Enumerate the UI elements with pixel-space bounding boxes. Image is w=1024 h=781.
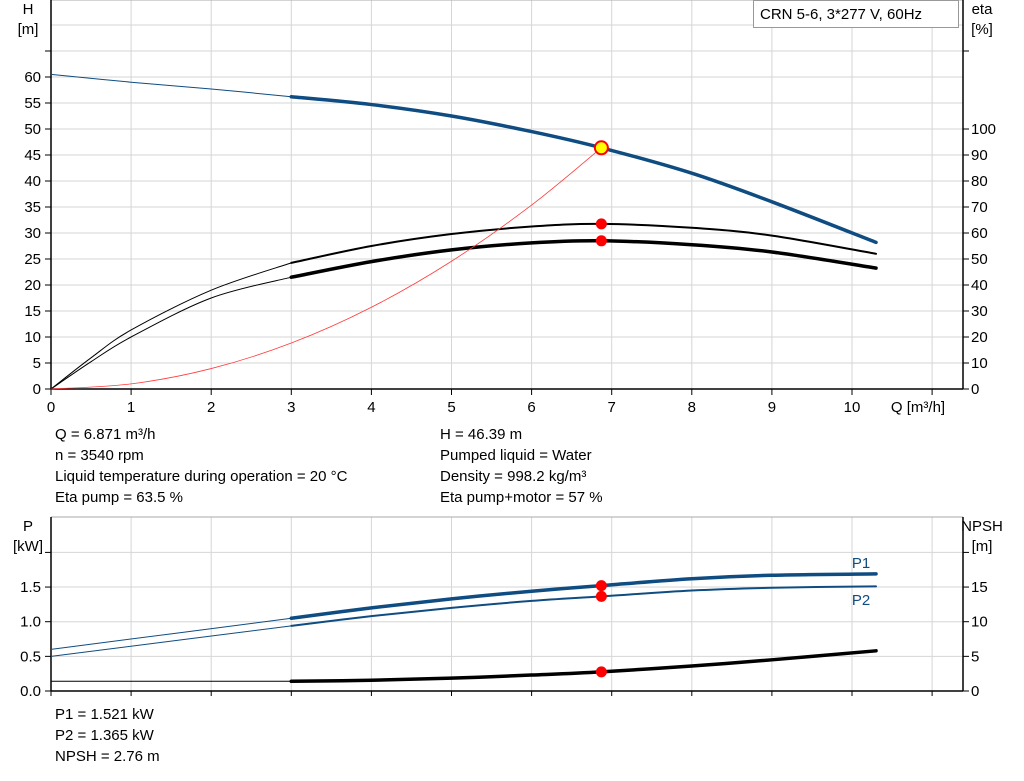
info-top-right: H = 46.39 m Pumped liquid = Water Densit… (440, 424, 603, 508)
duty-point (595, 590, 607, 602)
chart0-ytick-label: 55 (24, 95, 41, 112)
info-n: n = 3540 rpm (55, 447, 144, 464)
chart0-y2tick-label: 60 (971, 225, 988, 242)
series-NPSH-line (289, 649, 878, 684)
series-P1-extrapolated (50, 617, 292, 650)
chart0-y2label-unit: [%] (971, 21, 993, 38)
chart0-ytick-label: 35 (24, 199, 41, 216)
series-P2-line (290, 585, 878, 627)
chart0-xtick-label: 0 (47, 399, 55, 416)
chart0-ylabel-unit: [m] (18, 21, 39, 38)
chart1-y2tick-label: 5 (971, 648, 979, 665)
chart1-ytick-label: 1.5 (20, 579, 41, 596)
chart0-xtick-label: 7 (608, 399, 616, 416)
chart0-xtick-label: 9 (768, 399, 776, 416)
series-label-p1: P1 (852, 555, 870, 572)
duty-point (595, 218, 607, 230)
duty-point (595, 666, 607, 678)
info-q: Q = 6.871 m³/h (55, 426, 156, 443)
chart0-ytick-label: 50 (24, 121, 41, 138)
series-H-extrapolated (50, 73, 292, 98)
info-p2: P2 = 1.365 kW (55, 727, 154, 744)
chart0-xtick-label: 4 (367, 399, 375, 416)
series-P2-extrapolated (50, 625, 292, 657)
series-label-p2: P2 (852, 592, 870, 609)
series-system-line (50, 147, 602, 390)
chart0-ytick-label: 15 (24, 303, 41, 320)
chart1-y2label-unit: [m] (972, 538, 993, 555)
series-eta_pump_motor-extrapolated (50, 276, 292, 390)
info-liquid: Pumped liquid = Water (440, 447, 592, 464)
chart0-ytick-label: 60 (24, 69, 41, 86)
chart0-y2tick-label: 40 (971, 277, 988, 294)
chart0-xtick-label: 6 (527, 399, 535, 416)
info-eta-pump-motor: Eta pump+motor = 57 % (440, 489, 603, 506)
info-bottom: P1 = 1.521 kW P2 = 1.365 kW NPSH = 2.76 … (55, 704, 160, 767)
chart1-ylabel-unit: [kW] (13, 538, 43, 555)
chart0-ytick-label: 20 (24, 277, 41, 294)
chart1-ytick-label: 1.0 (20, 614, 41, 631)
chart0-xtick-label: 2 (207, 399, 215, 416)
series-eta_pump-extrapolated (50, 262, 292, 390)
info-p1: P1 = 1.521 kW (55, 706, 154, 723)
chart0-xtick-label: 1 (127, 399, 135, 416)
info-h: H = 46.39 m (440, 426, 523, 443)
chart0-y2tick-label: 100 (971, 121, 996, 138)
chart0-ytick-label: 40 (24, 173, 41, 190)
chart0-xtick-label: 10 (844, 399, 861, 416)
chart1-y2label: NPSH (961, 518, 1003, 535)
chart1-y2tick-label: 15 (971, 579, 988, 596)
duty-point (595, 235, 607, 247)
chart0-ylabel: H (23, 1, 34, 18)
chart0-y2tick-label: 80 (971, 173, 988, 190)
chart0-ytick-label: 5 (33, 355, 41, 372)
duty-point (595, 580, 607, 592)
info-density: Density = 998.2 kg/m³ (440, 468, 587, 485)
chart0-xtick-label: 3 (287, 399, 295, 416)
chart-legend: CRN 5-6, 3*277 V, 60Hz (753, 0, 959, 28)
chart0-ytick-label: 25 (24, 251, 41, 268)
chart1-ylabel: P (23, 518, 33, 535)
chart0-ytick-label: 30 (24, 225, 41, 242)
chart1-ytick-label: 0.0 (20, 683, 41, 700)
duty-point (593, 140, 609, 156)
chart1-y2tick-label: 10 (971, 614, 988, 631)
chart0-y2label: eta (972, 1, 994, 18)
chart0-y2tick-label: 10 (971, 355, 988, 372)
chart0-y2tick-label: 20 (971, 329, 988, 346)
info-eta-pump: Eta pump = 63.5 % (55, 489, 183, 506)
chart0-y2tick-label: 70 (971, 199, 988, 216)
series-H-line (289, 95, 878, 245)
info-top-left: Q = 6.871 m³/h n = 3540 rpm Liquid tempe… (55, 424, 347, 508)
chart0-ytick-label: 10 (24, 329, 41, 346)
chart0-y2tick-label: 0 (971, 381, 979, 398)
series-eta_pump_motor-line (289, 238, 878, 279)
chart0-ytick-label: 45 (24, 147, 41, 164)
series-eta_pump-line (290, 222, 878, 264)
chart1-y2tick-label: 0 (971, 683, 979, 700)
chart0-y2tick-label: 50 (971, 251, 988, 268)
chart0-xlabel: Q [m³/h] (891, 399, 945, 416)
info-temp: Liquid temperature during operation = 20… (55, 468, 348, 485)
chart0-y2tick-label: 30 (971, 303, 988, 320)
chart0-xtick-label: 8 (688, 399, 696, 416)
series-P1-line (289, 572, 878, 620)
chart0-ytick-label: 0 (33, 381, 41, 398)
chart0-y2tick-label: 90 (971, 147, 988, 164)
info-npsh: NPSH = 2.76 m (55, 748, 160, 765)
chart1-ytick-label: 0.5 (20, 648, 41, 665)
chart0-xtick-label: 5 (447, 399, 455, 416)
